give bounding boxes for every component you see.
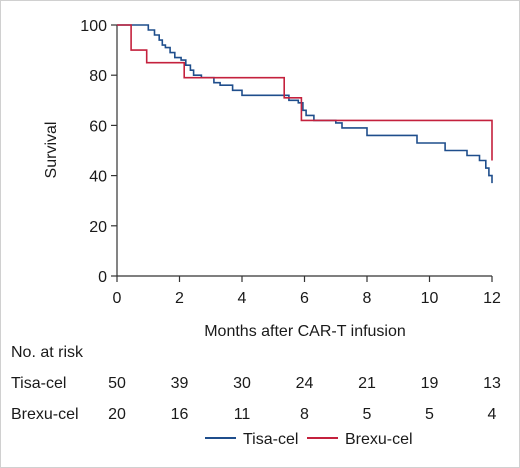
x-tick-label: 2	[175, 290, 184, 307]
series-line-brexu-cel	[117, 24, 493, 161]
risk-count: 50	[108, 375, 126, 392]
risk-count: 4	[487, 406, 497, 423]
risk-count: 19	[420, 375, 439, 392]
legend-label-brexu-cel: Brexu-cel	[345, 431, 413, 448]
risk-count: 21	[358, 375, 376, 392]
risk-count: 39	[170, 375, 189, 392]
y-tick-label: 40	[89, 169, 107, 186]
survival-curves	[117, 24, 493, 184]
risk-table-title: No. at risk	[11, 344, 84, 361]
x-tick-label: 6	[300, 290, 309, 307]
risk-row-tisa-cel: Tisa-cel 50 39 30 24 21 19 13	[0, 375, 520, 397]
risk-count: 11	[233, 406, 251, 423]
x-axis-label: Months after CAR-T infusion	[204, 323, 406, 340]
y-tick-label: 20	[89, 219, 107, 236]
x-tick-label: 8	[363, 290, 372, 307]
risk-count: 5	[425, 406, 434, 423]
risk-count: 16	[170, 406, 189, 423]
risk-row-brexu-cel: Brexu-cel 20 16 11 8 5 5 4	[0, 406, 520, 428]
y-axis-label: Survival	[43, 122, 60, 179]
x-tick-label: 0	[113, 290, 122, 307]
risk-count: 30	[233, 375, 251, 392]
risk-count: 8	[300, 406, 309, 423]
x-tick-label: 12	[483, 290, 501, 307]
y-tick-label: 0	[98, 269, 107, 286]
risk-count: 20	[108, 406, 126, 423]
series-line-tisa-cel	[117, 24, 493, 184]
risk-row-label: Tisa-cel	[11, 375, 67, 392]
risk-row-label: Brexu-cel	[11, 406, 79, 423]
y-tick-label: 100	[80, 18, 107, 35]
risk-count: 24	[295, 375, 314, 392]
x-tick-label: 10	[421, 290, 439, 307]
y-tick-label: 60	[89, 118, 107, 135]
x-tick-label: 4	[238, 290, 247, 307]
risk-count: 5	[362, 406, 372, 423]
risk-count: 13	[483, 375, 501, 392]
y-tick-label: 80	[89, 68, 107, 85]
legend-label-tisa-cel: Tisa-cel	[243, 431, 298, 448]
legend: Tisa-cel Brexu-cel	[205, 431, 413, 448]
axes: 0 20 40 60 80 100 0 2 4 6 8 10 12	[80, 18, 501, 307]
